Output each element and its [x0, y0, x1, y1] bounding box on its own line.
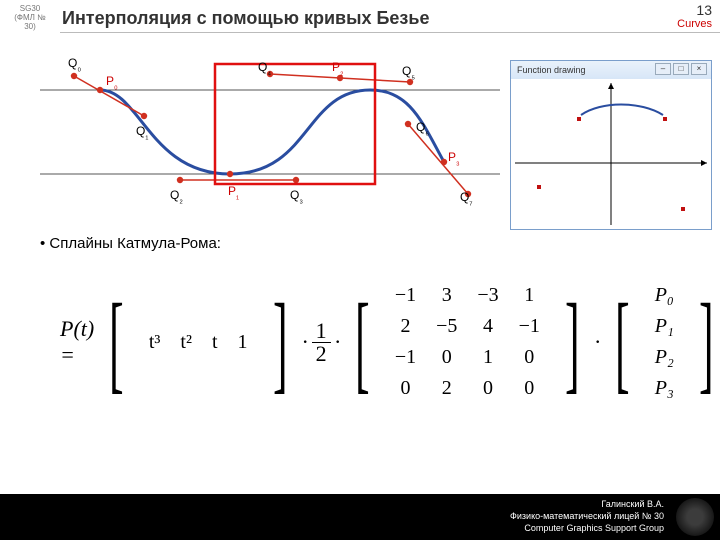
logo-bottom: (ФМЛ № 30) [8, 13, 52, 31]
logo: SG30 (ФМЛ № 30) [8, 4, 52, 32]
dot-2: · [335, 329, 341, 355]
footer-text: Галинский В.А. Физико-математический лиц… [510, 498, 664, 534]
maximize-icon[interactable]: □ [673, 63, 689, 75]
row-vector: t³t²t1 [139, 327, 258, 358]
footer-l1: Галинский В.А. [510, 498, 664, 510]
page-number: 13 [696, 2, 712, 18]
bracket-l1: [ [109, 293, 124, 392]
footer-l3: Computer Graphics Support Group [510, 522, 664, 534]
frac-den: 2 [312, 343, 331, 365]
footer-l2: Физико-математический лицей № 30 [510, 510, 664, 522]
inset-svg [511, 79, 711, 229]
footer-logo [676, 498, 714, 536]
bracket-l2: [ [355, 293, 370, 392]
bracket-r2: ] [565, 293, 580, 392]
bracket-r3: ] [699, 293, 714, 392]
bracket-r1: ] [273, 293, 288, 392]
bracket-l3: [ [615, 293, 630, 392]
formula-lhs: P(t) = [60, 316, 94, 368]
header-rule [60, 32, 720, 33]
bullet-text: • Сплайны Катмула-Рома: [40, 235, 221, 252]
slide-header: SG30 (ФМЛ № 30) Интерполяция с помощью к… [0, 0, 720, 32]
coef-matrix: −13−312−54−1−10100200 [385, 280, 550, 404]
close-icon[interactable]: × [691, 63, 707, 75]
function-drawing-window: Function drawing – □ × [510, 60, 712, 230]
slide-title: Интерполяция с помощью кривых Безье [62, 8, 429, 29]
p-vector: P₀P₁P₂P₃ [645, 280, 684, 404]
formula: P(t) = [ t³t²t1 ] · 1 2 · [ −13−312−54−1… [60, 280, 620, 404]
dot-1: · [302, 329, 308, 355]
footer: Галинский В.А. Физико-математический лиц… [0, 494, 720, 540]
window-title: Function drawing [517, 65, 586, 75]
section-label: Curves [677, 18, 712, 30]
bezier-diagram: Q₀Q₁Q₂Q₃Q₄Q₅Q₆Q₇P₀P₁P₂P₃ [40, 50, 500, 230]
logo-top: SG30 [8, 4, 52, 13]
minimize-icon[interactable]: – [655, 63, 671, 75]
window-titlebar: Function drawing – □ × [511, 61, 711, 79]
window-buttons: – □ × [655, 63, 707, 75]
frac-num: 1 [312, 320, 331, 343]
dot-3: · [595, 329, 601, 355]
fraction: 1 2 [312, 320, 331, 365]
